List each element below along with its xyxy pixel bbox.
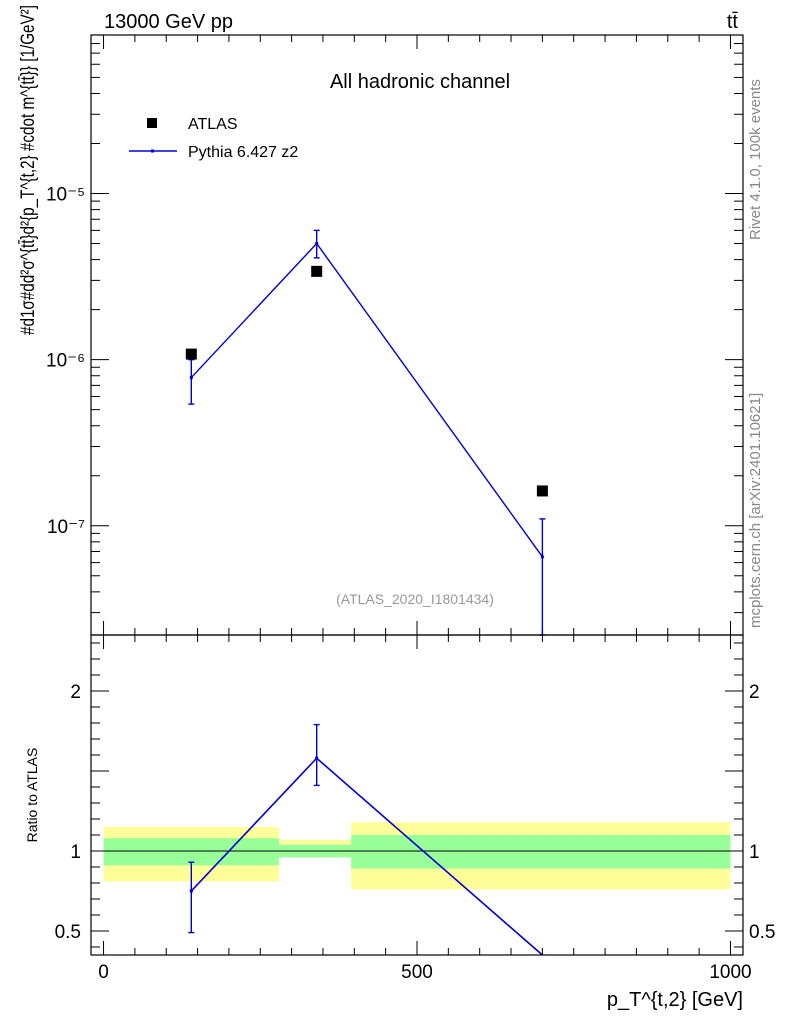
beam-label: 13000 GeV pp [104,11,233,33]
main-y-tick-label: 10⁻⁵ [46,185,85,206]
mc-point [540,555,544,559]
mc-point [315,242,319,246]
main-plot-area [185,229,548,636]
ratio-axis-ticks: 0.5 0.5 1 1 2 2 0 500 1000 [55,635,775,983]
ratio-y-tick-label: 0.5 [55,922,81,943]
legend-mc-marker [151,149,154,153]
mc-line [190,242,543,558]
x-tick-label: 0 [98,962,109,983]
x-tick-label: 500 [401,962,433,983]
atlas-point [311,265,323,277]
main-y-label-text: #d1σ#dd²σ^{tt̄}d²{p_T^{t,2} #cdot m^{tt̄… [18,5,39,335]
legend-atlas-label: ATLAS [188,116,238,133]
main-y-tick-label: 10⁻⁷ [47,517,85,538]
main-axis-ticks: 10⁻⁷ 10⁻⁶ 10⁻⁵ [46,34,743,635]
process-label: tt̄ [727,11,739,33]
legend-mc-label: Pythia 6.427 z2 [188,144,298,161]
main-y-axis-label: #d1σ#dd²σ^{tt̄}d²{p_T^{t,2} #cdot m^{tt̄… [18,5,39,335]
legend: ATLAS Pythia 6.427 z2 [129,116,298,161]
legend-atlas-marker [147,118,157,128]
side-rivet-text: Rivet 4.1.0, 100k events [747,79,764,240]
ratio-y-tick-label-right: 1 [749,842,760,863]
ratio-panel: 0.5 0.5 1 1 2 2 0 500 1000 Ratio to ATLAS p_T^{t… [24,634,775,1011]
ratio-y-label-text: Ratio to ATLAS [24,748,40,843]
ratio-y-tick-label-right: 2 [749,682,760,703]
ratio-mc-point [189,889,193,893]
ratio-band-inner [103,838,280,866]
ratio-y-tick-label-right: 0.5 [749,922,775,943]
ratio-bands [91,822,743,890]
ratio-plot-area [188,723,543,956]
x-tick-label: 1000 [709,962,751,983]
channel-title: All hadronic channel [330,71,510,93]
side-site-text: mcplots.cern.ch [arXiv:2401.10621] [747,393,764,628]
mc-point [189,376,193,380]
atlas-point [536,485,548,497]
main-y-tick-label: 10⁻⁶ [46,351,85,372]
side-rivet: Rivet 4.1.0, 100k events [747,79,764,240]
main-panel: 10⁻⁷ 10⁻⁶ 10⁻⁵ All hadronic channel (ATLAS… [18,5,744,636]
atlas-point [185,348,197,360]
ratio-frame [90,634,744,956]
ratio-mc-point [315,756,319,760]
side-site: mcplots.cern.ch [arXiv:2401.10621] [747,393,764,628]
analysis-id: (ATLAS_2020_I1801434) [336,591,494,607]
x-axis-label: p_T^{t,2} [GeV] [607,989,743,1011]
ratio-y-tick-label: 2 [70,682,81,703]
ratio-y-tick-label: 1 [70,842,81,863]
ratio-band-outer [279,839,352,845]
ratio-y-axis-label: Ratio to ATLAS [24,748,40,843]
ratio-band-inner [351,835,731,869]
